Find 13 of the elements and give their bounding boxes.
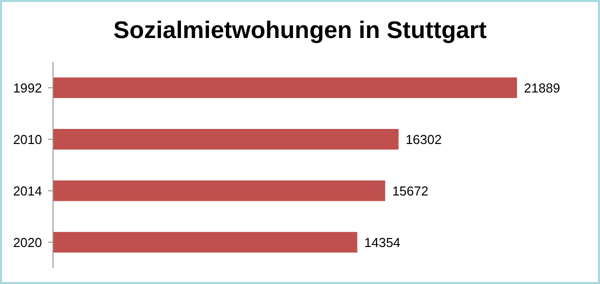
y-tick-label: 2014 [13, 183, 42, 198]
bar [53, 180, 386, 202]
chart-title: Sozialmietwohungen in Stuttgart [113, 17, 487, 44]
y-tick-label: 2010 [13, 132, 42, 147]
bar [53, 77, 517, 98]
data-label: 16302 [406, 132, 442, 147]
y-tick-label: 1992 [13, 80, 42, 96]
data-label: 15672 [392, 183, 428, 198]
data-label: 14354 [364, 234, 400, 250]
bar [53, 232, 358, 253]
data-label: 21889 [524, 80, 560, 96]
y-tick-label: 2020 [13, 234, 42, 250]
bar [53, 128, 399, 150]
